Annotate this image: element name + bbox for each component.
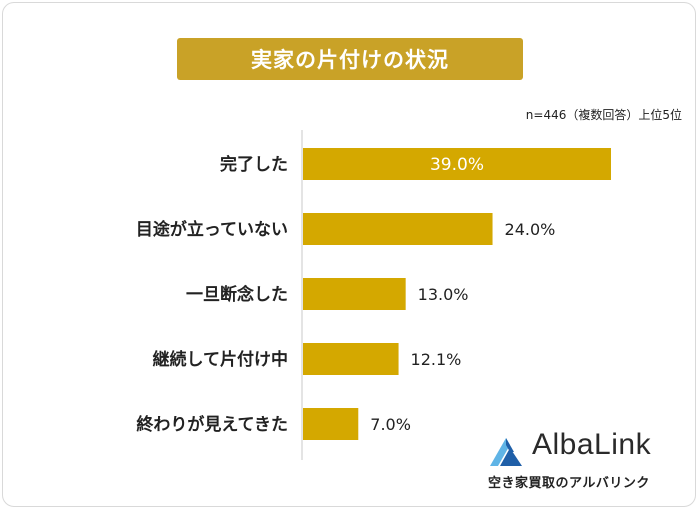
bar	[303, 148, 611, 180]
category-label: 終わりが見えてきた	[136, 414, 288, 435]
bar	[303, 343, 399, 375]
albalink-logo: AlbaLink 空き家買取のアルバリンク	[486, 428, 682, 494]
category-label: 完了した	[220, 154, 288, 175]
bar	[303, 278, 406, 310]
value-label: 13.0%	[418, 285, 469, 304]
logo-wordmark: AlbaLink	[532, 428, 652, 461]
value-label: 39.0%	[430, 155, 484, 175]
value-label: 12.1%	[411, 350, 462, 369]
bar	[303, 408, 359, 440]
category-label: 継続して片付け中	[153, 349, 289, 370]
logo-tagline: 空き家買取のアルバリンク	[488, 476, 650, 491]
category-label: 一旦断念した	[186, 284, 288, 305]
bar	[303, 213, 493, 245]
sample-note: n=446（複数回答）上位5位	[525, 108, 682, 122]
value-label: 24.0%	[505, 220, 556, 239]
chart-title: 実家の片付けの状況	[177, 38, 523, 80]
category-label: 目途が立っていない	[136, 219, 288, 240]
value-label: 7.0%	[370, 415, 411, 434]
albalink-mark-icon	[490, 438, 522, 466]
chart-frame	[2, 2, 696, 507]
